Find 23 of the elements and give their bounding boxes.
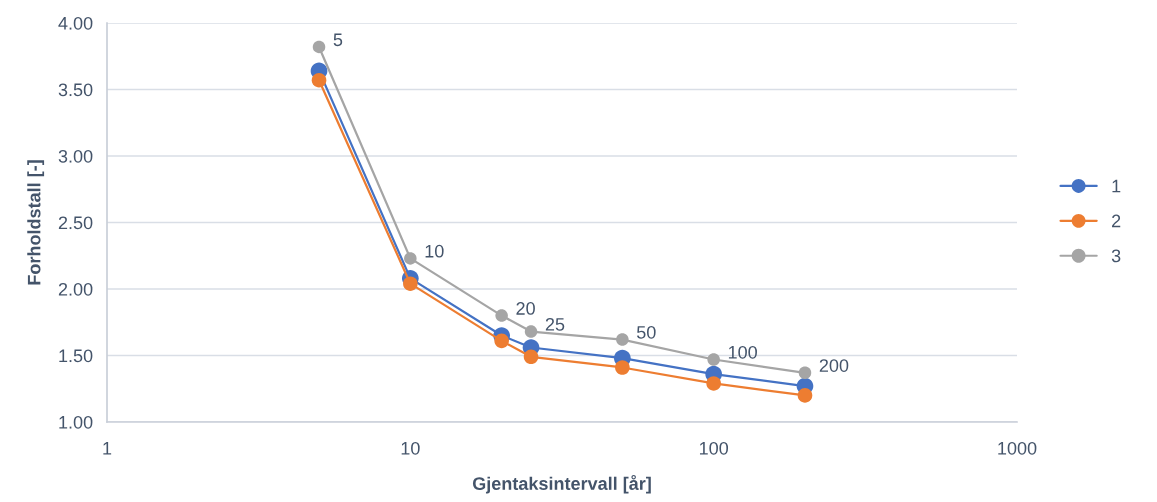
y-tick-label: 2.00 bbox=[58, 282, 93, 296]
x-tick-label: 10 bbox=[401, 441, 420, 455]
annotation: 20 bbox=[516, 302, 535, 315]
x-tick-label: 100 bbox=[699, 441, 729, 455]
y-tick-label: 3.00 bbox=[58, 149, 93, 163]
y-tick-label: 1.50 bbox=[59, 349, 93, 363]
annotation: 200 bbox=[819, 359, 849, 372]
annotation: 50 bbox=[636, 325, 656, 339]
y-tick-label: 3.50 bbox=[58, 83, 93, 97]
legend-label: 2 bbox=[1112, 214, 1121, 228]
legend-label: 3 bbox=[1111, 249, 1121, 263]
y-axis-title: Forholdstall [-] bbox=[27, 160, 45, 285]
y-tick-label: 2.50 bbox=[58, 216, 93, 230]
x-tick-label: 1000 bbox=[998, 441, 1037, 455]
annotation: 25 bbox=[545, 317, 565, 331]
annotation: 5 bbox=[333, 33, 343, 47]
x-axis-title: Gjentaksintervall [år] bbox=[472, 474, 651, 494]
annotation: 100 bbox=[728, 345, 757, 359]
x-tick-label: 1 bbox=[103, 442, 112, 455]
y-tick-label: 1.00 bbox=[59, 415, 93, 429]
legend-label: 1 bbox=[1112, 179, 1121, 193]
annotation: 10 bbox=[425, 244, 444, 258]
y-tick-label: 4.00 bbox=[58, 16, 93, 30]
